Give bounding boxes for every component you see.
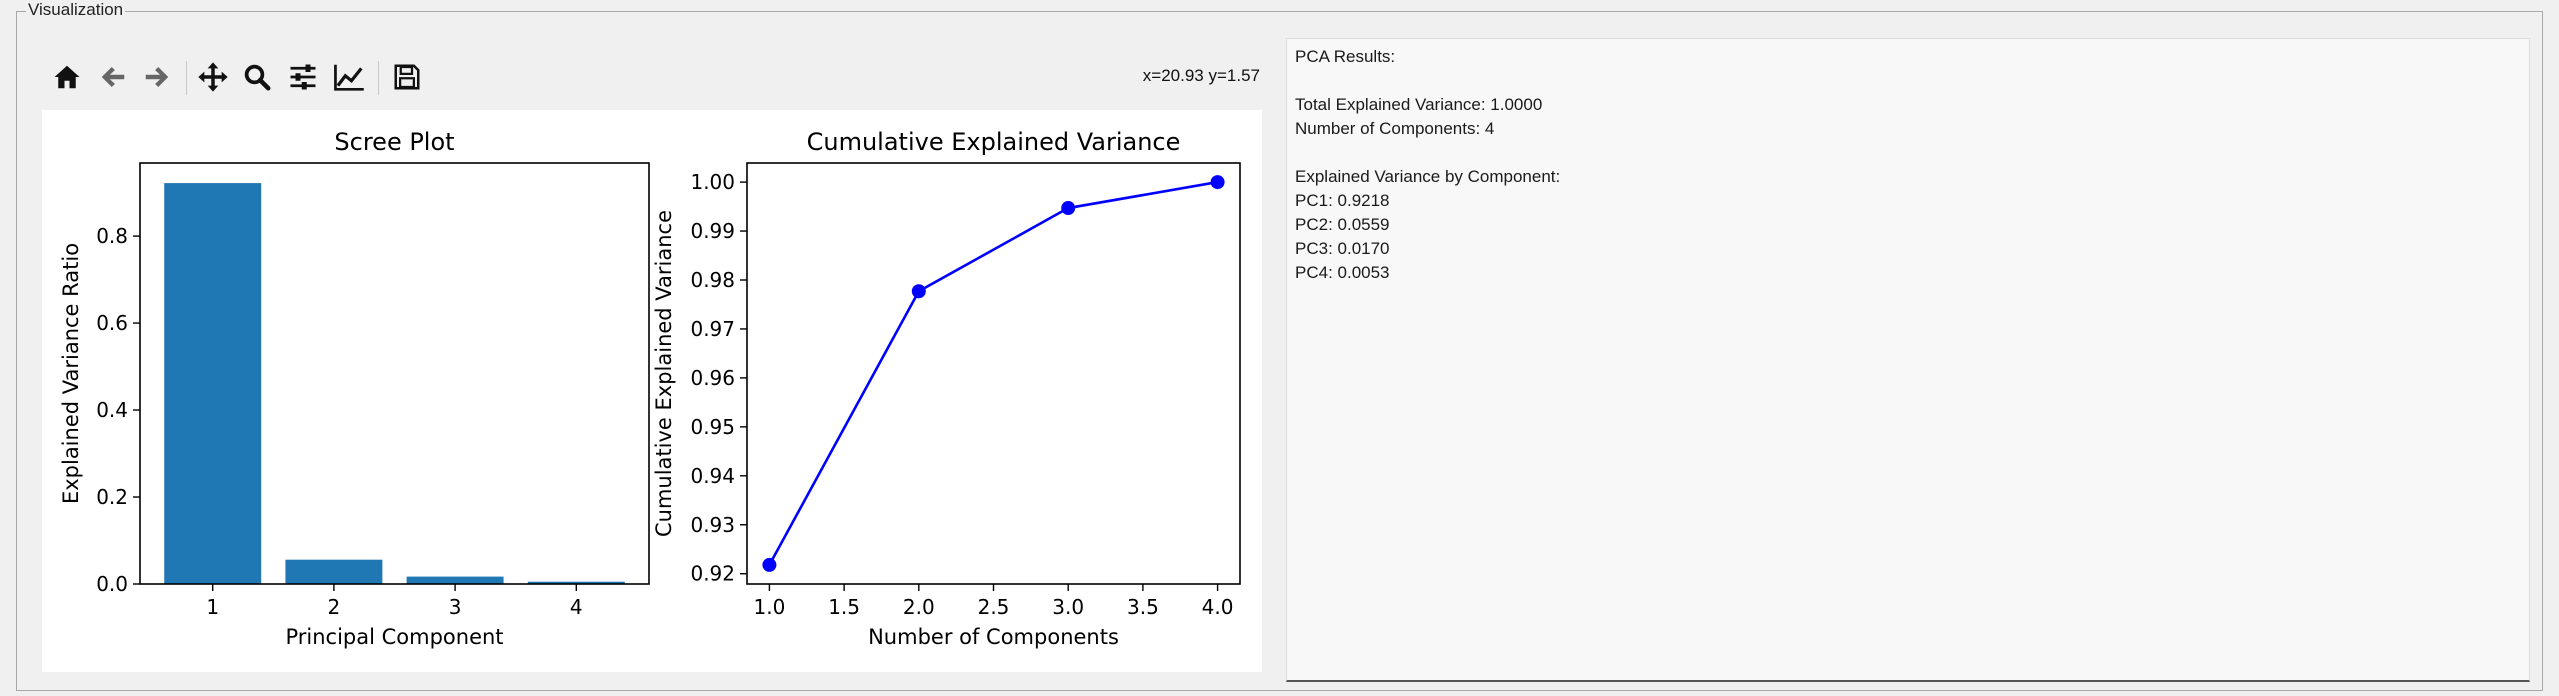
chart-title: Cumulative Explained Variance — [807, 128, 1181, 156]
x-tick-label: 1.0 — [754, 595, 786, 619]
bar — [164, 183, 262, 584]
y-tick-label: 1.00 — [690, 170, 735, 194]
group-title: Visualization — [26, 0, 126, 20]
y-tick-label: 0.99 — [690, 219, 735, 243]
x-tick-label: 3.0 — [1052, 595, 1084, 619]
x-tick-label: 4.0 — [1202, 595, 1234, 619]
pan-icon — [198, 62, 228, 92]
home-icon — [54, 65, 80, 89]
y-tick-label: 0.93 — [690, 513, 735, 537]
num-components-line: Number of Components: 4 — [1295, 119, 1495, 138]
y-tick-label: 0.8 — [96, 224, 128, 248]
y-tick-label: 0.92 — [690, 562, 735, 586]
toolbar-separator — [186, 61, 187, 95]
total-variance-line: Total Explained Variance: 1.0000 — [1295, 95, 1543, 114]
visualization-group — [16, 11, 2543, 691]
bar — [285, 559, 383, 584]
x-tick-label: 2.5 — [978, 595, 1010, 619]
save-button[interactable] — [386, 55, 428, 99]
y-axis-label: Cumulative Explained Variance — [652, 210, 676, 537]
back-button[interactable] — [92, 55, 134, 99]
home-button[interactable] — [46, 55, 88, 99]
data-point — [1210, 175, 1225, 190]
pca-results-panel[interactable]: PCA Results: Total Explained Variance: 1… — [1286, 38, 2530, 682]
bar — [406, 576, 504, 584]
zoom-icon — [244, 64, 271, 91]
blank-line — [1295, 69, 2521, 93]
bar — [527, 581, 625, 584]
y-tick-label: 0.0 — [96, 572, 128, 596]
axes-frame — [746, 162, 1241, 585]
by-component-header: Explained Variance by Component: — [1295, 167, 1561, 186]
series-line — [768, 180, 1218, 566]
configure-subplots-icon — [290, 64, 316, 90]
y-tick-label: 0.96 — [690, 366, 735, 390]
figure-svg: 0.0 0.2 0.4 0.6 0.8 1 2 3 4 Scree Plot Principal C… — [59, 128, 1241, 649]
toolbar-separator — [378, 61, 379, 95]
cursor-coordinates: x=20.93 y=1.57 — [1142, 66, 1260, 85]
y-tick-label: 0.95 — [690, 415, 735, 439]
y-tick-label: 0.98 — [690, 268, 735, 292]
component-line: PC1: 0.9218 — [1295, 191, 1390, 210]
y-tick-label: 0.94 — [690, 464, 735, 488]
edit-axes-icon — [334, 64, 364, 91]
save-icon — [394, 64, 420, 90]
y-tick-label: 0.4 — [96, 398, 128, 422]
x-tick-label: 1.5 — [828, 595, 860, 619]
x-tick-label: 3.5 — [1127, 595, 1159, 619]
y-axis-label: Explained Variance Ratio — [59, 243, 83, 504]
x-tick-label: 2.0 — [903, 595, 935, 619]
x-tick-label: 4 — [570, 595, 583, 619]
data-point — [762, 557, 777, 572]
axes-frame — [139, 162, 650, 585]
component-line: PC3: 0.0170 — [1295, 239, 1390, 258]
data-point — [911, 284, 926, 299]
y-tick-label: 0.97 — [690, 317, 735, 341]
component-line: PC4: 0.0053 — [1295, 263, 1390, 282]
x-axis-label: Principal Component — [285, 625, 503, 649]
edit-axes-button[interactable] — [328, 55, 370, 99]
y-tick-label: 0.2 — [96, 485, 128, 509]
pan-button[interactable] — [192, 55, 234, 99]
x-tick-label: 1 — [206, 595, 219, 619]
y-tick-label: 0.6 — [96, 311, 128, 335]
x-tick-label: 3 — [449, 595, 462, 619]
x-axis-label: Number of Components — [868, 625, 1119, 649]
data-point — [1061, 201, 1076, 216]
chart-title: Scree Plot — [334, 128, 454, 156]
blank-line — [1295, 141, 2521, 165]
configure-subplots-button[interactable] — [282, 55, 324, 99]
plot-canvas[interactable]: 0.0 0.2 0.4 0.6 0.8 1 2 3 4 Scree Plot Principal C… — [42, 110, 1262, 672]
results-header: PCA Results: — [1295, 47, 1396, 66]
forward-button[interactable] — [136, 55, 178, 99]
forward-arrow-icon — [145, 67, 169, 87]
component-line: PC2: 0.0559 — [1295, 215, 1390, 234]
zoom-button[interactable] — [236, 55, 278, 99]
back-arrow-icon — [101, 67, 125, 87]
x-tick-label: 2 — [328, 595, 341, 619]
